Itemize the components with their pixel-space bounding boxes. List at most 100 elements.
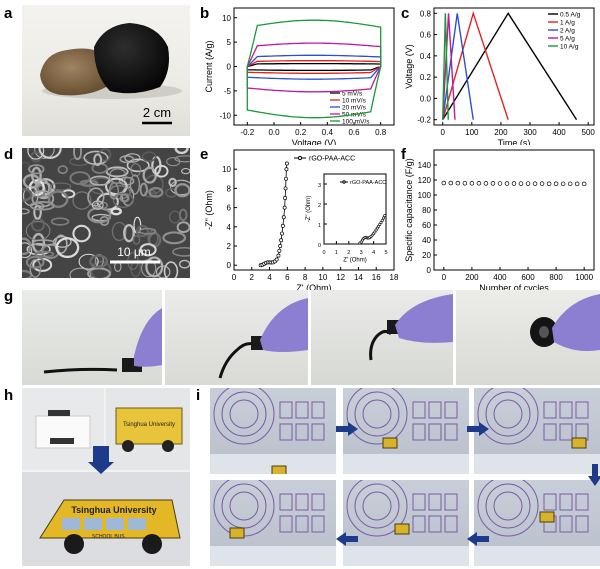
- sem-pore: [22, 187, 33, 202]
- sem-pore: [28, 164, 45, 175]
- gcd-ytick-label: 0.4: [420, 52, 432, 61]
- sem-pore: [126, 158, 150, 173]
- sem-pore: [174, 155, 190, 163]
- cyc-ytick-label: 0: [427, 266, 432, 275]
- panel-i-sequence: [210, 388, 600, 566]
- sem-pore: [172, 246, 190, 257]
- sem-pore: [178, 208, 188, 222]
- sem-pore: [50, 217, 70, 226]
- sem-pore: [124, 153, 141, 163]
- panel-label-g: g: [4, 288, 14, 305]
- sem-pore: [31, 166, 42, 185]
- panel-label-e: e: [200, 146, 209, 163]
- sem-pore: [47, 190, 69, 209]
- sem-pore: [168, 177, 177, 187]
- cyc-point: [567, 181, 573, 187]
- eis-point: [284, 167, 289, 172]
- eis-ytick-label: 4: [227, 223, 232, 232]
- gcd-legend-label-2: 2 A/g: [560, 28, 575, 35]
- gcd-legend-label-3: 5 A/g: [560, 36, 575, 43]
- panel-label-b: b: [200, 5, 210, 22]
- arrow-l: [336, 532, 358, 546]
- sem-pore: [87, 187, 105, 207]
- cv-ytick-label: 5: [227, 38, 232, 47]
- panel-label-d: d: [4, 146, 14, 163]
- panel-label-a: a: [4, 5, 13, 22]
- cyc-xtick-label: 800: [549, 273, 563, 282]
- cyc-xlabel: Number of cycles: [479, 283, 549, 290]
- sem-pore: [141, 151, 157, 162]
- sem-pore: [104, 177, 128, 196]
- cyc-point: [476, 181, 482, 186]
- photo-h-art: Tsinghua University Tsinghua University …: [22, 388, 190, 566]
- sem-pore: [29, 201, 55, 211]
- sem-pore: [73, 148, 82, 161]
- photo-g-2: [165, 290, 308, 385]
- cyc-ytick-label: 20: [422, 251, 431, 260]
- eis-xtick-label: 6: [285, 273, 290, 282]
- eis-legend-marker: [297, 155, 303, 161]
- sem-pore: [112, 192, 134, 208]
- scale-text-d: 10 μm: [117, 245, 151, 259]
- chart-cv-curves: -0.2 0.0 0.2 0.4 0.6 0.8 -10 -5 0 5 10 Voltage (V) C…: [204, 7, 395, 145]
- photo-i-art: [343, 480, 469, 566]
- sem-pore: [50, 182, 72, 191]
- cv-legend-label-0: 5 mV/s: [342, 91, 363, 98]
- cyc-point: [448, 180, 454, 186]
- gcd-xtick-label: 400: [552, 128, 566, 137]
- eis-point: [283, 196, 288, 200]
- bus-text: Tsinghua University: [71, 505, 156, 515]
- sem-pore: [72, 224, 91, 243]
- cv-xtick-label: 0.2: [295, 128, 307, 137]
- photo-i-3: [474, 388, 600, 474]
- gcd-series-4: [442, 13, 449, 120]
- gcd-xtick-label: 300: [523, 128, 537, 137]
- inset-xtick-label: 1: [335, 250, 338, 256]
- eis-xtick-label: 12: [336, 273, 345, 282]
- eis-point: [280, 231, 284, 236]
- cv-ytick-label: 10: [222, 14, 231, 23]
- arrow-d: [588, 464, 600, 486]
- sem-pore: [166, 157, 181, 167]
- cv-xlabel: Voltage (V): [292, 138, 337, 145]
- cv-xtick-label: 0.4: [322, 128, 334, 137]
- cv-legend-label-4: 100 mV/s: [342, 119, 370, 126]
- cv-legend-label-1: 10 mV/s: [342, 98, 367, 105]
- inset-bg: [306, 170, 390, 262]
- inset-legend-label: rGO-PAA-ACC: [350, 180, 386, 186]
- sem-pore: [174, 183, 190, 198]
- cyc-ytick-label: 40: [422, 236, 431, 245]
- eis-xtick-label: 2: [250, 273, 255, 282]
- gcd-series-3: [442, 13, 456, 120]
- inset-ytick-label: 2: [318, 203, 321, 209]
- gcd-ytick-label: 0.0: [420, 94, 432, 103]
- sem-pore: [170, 179, 190, 196]
- cyc-point: [462, 180, 468, 186]
- eis-point: [284, 176, 288, 181]
- photo-g-1-art: [43, 308, 162, 374]
- gcd-legend-label-1: 1 A/g: [560, 20, 575, 27]
- cyc-point: [441, 180, 447, 186]
- sem-pore: [105, 166, 129, 178]
- sem-pore: [119, 193, 130, 203]
- inset-xtick-label: 5: [384, 250, 387, 256]
- eis-point: [281, 215, 286, 220]
- sem-pore: [89, 254, 109, 269]
- cv-series-4: [246, 19, 382, 119]
- sem-pore: [135, 224, 150, 238]
- gcd-ytick-label: 0.8: [420, 9, 432, 18]
- gcd-xtick-label: 100: [465, 128, 479, 137]
- sem-pore: [72, 191, 92, 210]
- eis-point: [283, 186, 288, 191]
- cyc-xtick-label: 200: [465, 273, 479, 282]
- gcd-frame: [433, 7, 595, 126]
- sem-pore: [142, 166, 157, 184]
- eis-line: [260, 163, 288, 266]
- eis-point: [276, 253, 281, 258]
- inset-point: [382, 216, 386, 220]
- eis-xtick-label: 0: [232, 273, 237, 282]
- eis-ytick-label: 10: [222, 165, 231, 174]
- eis-xtick-label: 8: [303, 273, 308, 282]
- cyc-point: [553, 181, 559, 186]
